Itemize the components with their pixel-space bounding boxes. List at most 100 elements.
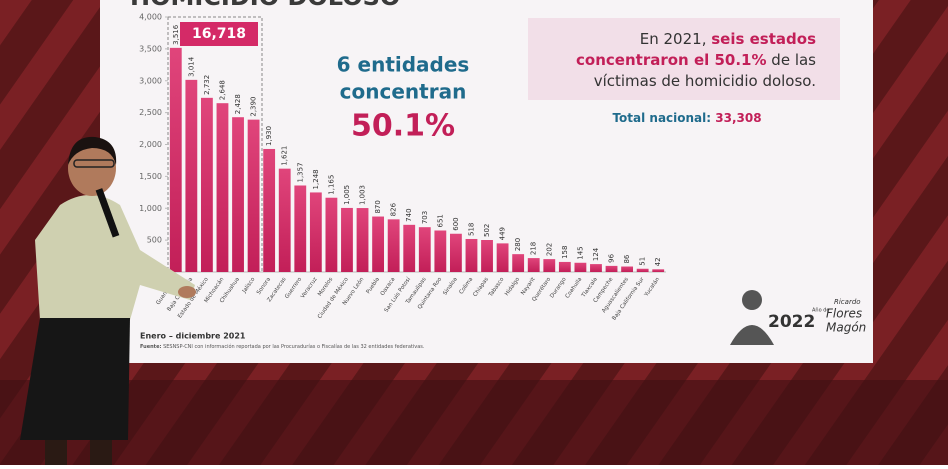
info-line: concentraron el 50.1% de las [576, 51, 816, 69]
value-label: 2,428 [234, 94, 242, 114]
chart-title: HOMICIDIO DOLOSO [130, 0, 400, 11]
bar [169, 47, 182, 273]
logo-portrait [742, 290, 762, 310]
bar [232, 117, 244, 272]
bar [278, 168, 291, 272]
value-label: 3,516 [172, 24, 180, 45]
bar [574, 262, 587, 272]
y-tick-label: 1,500 [139, 172, 162, 181]
total: Total nacional: 33,308 [612, 111, 761, 125]
bar [325, 197, 338, 272]
value-label: 280 [514, 238, 522, 251]
bar [372, 216, 385, 272]
head [68, 140, 116, 196]
value-label: 826 [390, 202, 398, 216]
source-text: SESNSP-CNI con información reportada por… [163, 343, 425, 350]
value-label: 1,248 [312, 169, 320, 189]
source-label: Fuente: [140, 344, 161, 350]
skirt [20, 318, 130, 440]
info-text: En 2021, [640, 30, 711, 48]
value-label: 449 [499, 227, 507, 240]
value-label: 2,732 [203, 75, 211, 95]
bar [185, 79, 198, 272]
y-tick-label: 3,000 [139, 76, 162, 85]
total-value: 33,308 [715, 111, 761, 125]
y-tick-label: 500 [147, 236, 162, 245]
y-tick-label: 2,500 [139, 108, 162, 117]
hair [68, 136, 117, 165]
bar [294, 185, 307, 272]
leg [90, 440, 112, 465]
hand [178, 286, 196, 298]
bar [481, 239, 493, 272]
bar [636, 268, 649, 272]
group-total-box [180, 22, 258, 46]
bar [403, 224, 416, 272]
bar [543, 259, 556, 272]
info-text: víctimas de homicidio doloso. [594, 72, 816, 90]
value-label: 600 [452, 217, 460, 230]
bar [652, 269, 665, 272]
bar [341, 207, 353, 272]
y-tick-label: 4,000 [139, 13, 162, 22]
value-label: 2,648 [218, 80, 226, 100]
value-label: 740 [405, 208, 413, 221]
bar [356, 208, 369, 272]
highlight-line: concentran [340, 80, 467, 104]
value-label: 96 [608, 253, 616, 262]
bar [418, 227, 431, 272]
value-label: 502 [483, 224, 491, 237]
jacket [35, 195, 195, 320]
bar [527, 258, 540, 272]
y-tick-label: 2,000 [139, 140, 162, 149]
value-label: 1,165 [327, 175, 335, 195]
value-label: 158 [561, 246, 569, 259]
leg [45, 440, 67, 465]
value-label: 703 [421, 211, 429, 224]
value-label: 651 [436, 214, 444, 227]
presenter [20, 136, 196, 465]
y-tick-label: 3,500 [139, 44, 162, 53]
bar [387, 219, 400, 272]
value-label: 145 [576, 246, 584, 259]
value-label: 51 [639, 257, 647, 266]
floor [0, 380, 948, 465]
value-label: 1,930 [265, 126, 273, 146]
period: Enero – diciembre 2021 [140, 332, 246, 341]
info-text: seis estados [711, 30, 816, 48]
value-label: 218 [530, 242, 538, 255]
group-total: 16,718 [192, 26, 246, 42]
logo-name: Flores [826, 307, 862, 321]
microphone [95, 188, 120, 238]
info-text: concentraron el 50.1% [576, 51, 767, 69]
info-line: víctimas de homicidio doloso. [594, 72, 816, 90]
logo: 2022 Año de Ricardo Flores Magón [730, 290, 866, 345]
y-tick-label: 1,000 [139, 204, 162, 213]
bar [200, 97, 213, 273]
value-label: 86 [623, 254, 631, 263]
bar [590, 264, 602, 272]
value-label: 2,390 [250, 97, 258, 117]
value-label: 202 [545, 243, 553, 256]
logo-year: 2022 [768, 312, 815, 332]
bar [263, 148, 276, 272]
highlight-line: 6 entidades [337, 53, 470, 77]
info-text: de las [767, 51, 817, 69]
glasses [73, 159, 115, 168]
bar [434, 230, 447, 272]
bar [247, 119, 260, 272]
bar [512, 254, 525, 272]
bar [605, 265, 618, 272]
logo-name: Magón [826, 321, 866, 335]
total-label: Total nacional: [612, 111, 711, 125]
bar [558, 261, 571, 272]
value-label: 1,357 [296, 162, 304, 182]
logo-prefix: Año de [812, 308, 830, 314]
value-label: 518 [467, 223, 475, 236]
bar [216, 103, 229, 272]
value-label: 124 [592, 247, 600, 261]
info-line: En 2021, seis estados [640, 30, 816, 48]
info-box [528, 18, 840, 100]
value-label: 1,005 [343, 185, 351, 205]
value-label: 870 [374, 200, 382, 213]
